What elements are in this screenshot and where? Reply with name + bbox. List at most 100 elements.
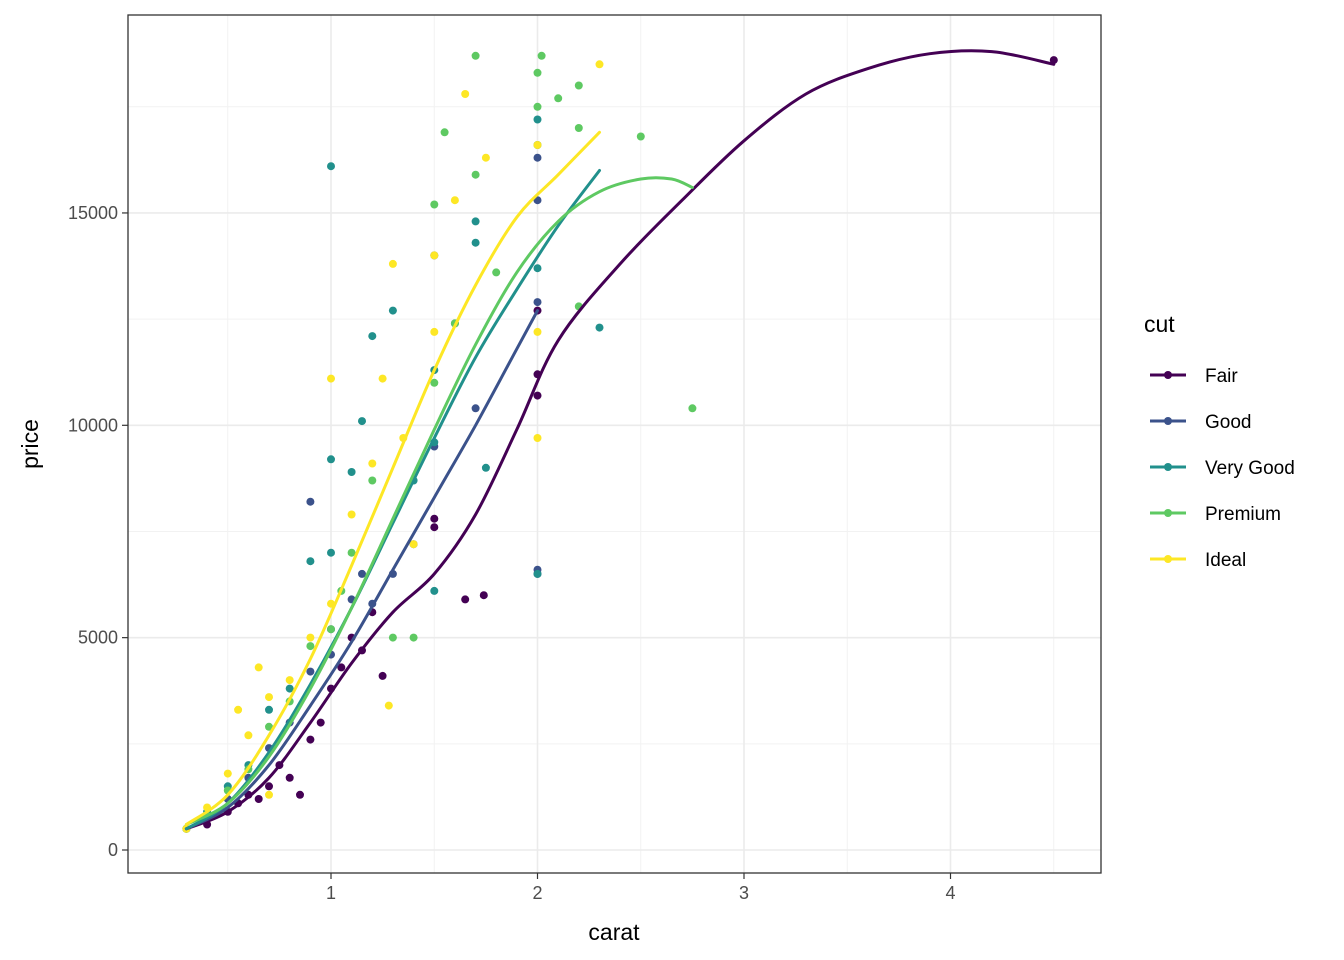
data-point-premium [533,68,542,77]
data-point-ideal [347,510,356,519]
data-point-fair [461,595,470,604]
data-point-fair [479,591,488,600]
plot-panel-background [128,15,1101,873]
plot-panel-border [127,14,1102,874]
data-point-premium [554,94,563,103]
data-point-premium [265,722,273,731]
data-point-very-good [533,115,542,124]
trend-line-ideal [184,130,601,826]
data-point-ideal [595,60,604,69]
y-tick-label: 0 [108,840,118,860]
data-point-ideal [378,374,387,383]
data-point-fair [337,663,346,672]
data-point-premium [471,170,480,179]
data-point-good [471,404,480,413]
data-point-ideal [450,196,459,205]
data-point-ideal [234,705,243,714]
data-point-ideal [388,259,397,268]
legend-key-point-ideal [1164,555,1172,563]
data-point-fair [430,514,439,523]
data-point-premium [636,132,645,141]
data-point-good [533,153,542,162]
data-point-premium [368,476,377,485]
y-axis-title: price [17,419,43,469]
data-point-ideal [430,251,439,260]
legend-key-point-fair [1164,371,1172,379]
legend-title: cut [1144,311,1175,337]
data-point-ideal [265,693,273,702]
data-point-premium [537,51,546,60]
data-point-very-good [265,705,273,714]
legend-key-point-very-good [1164,463,1172,471]
data-point-premium [533,102,542,111]
data-point-fair [533,391,542,400]
data-point-good [533,298,542,307]
data-point-ideal [306,633,315,642]
y-tick-label: 5000 [78,628,118,648]
data-point-good [358,569,366,578]
legend-label-fair: Fair [1205,366,1238,387]
data-point-very-good [533,569,542,578]
data-point-premium [430,200,439,209]
data-point-ideal [430,327,439,336]
data-point-ideal [481,153,490,162]
data-point-fair [285,773,294,782]
x-axis-title: carat [588,919,640,945]
data-point-ideal [254,663,263,672]
data-point-premium [388,633,397,642]
data-point-very-good [285,684,294,693]
data-point-ideal [244,731,253,740]
x-tick-label: 4 [945,883,955,903]
data-point-ideal [368,459,377,468]
data-point-very-good [327,162,335,171]
trend-lines [184,49,1056,831]
trend-line-fair [184,49,1056,831]
trend-line-premium [184,176,694,826]
data-point-premium [327,625,335,634]
data-point-very-good [388,306,397,315]
y-tick-label: 15000 [68,203,118,223]
legend-items: Fair Good Very Good Premium Ideal [1150,366,1295,571]
data-point-ideal [223,769,232,778]
trend-line-very-good [184,169,601,831]
data-point-very-good [327,455,335,464]
data-point-premium [574,124,583,132]
data-point-very-good [595,323,604,332]
data-point-premium [574,81,583,90]
x-tick-label: 1 [326,883,336,903]
legend-label-premium: Premium [1205,504,1281,525]
data-point-ideal [409,540,418,549]
grid-lines [128,15,1101,873]
data-point-very-good [347,468,356,476]
data-point-fair [316,718,325,727]
data-point-very-good [358,417,366,426]
data-point-premium [492,268,501,277]
legend-label-good: Good [1205,412,1251,433]
legend: cut Fair Good Very Good Premium Ideal [1144,311,1295,571]
data-point-fair [430,523,439,532]
data-point-very-good [471,217,480,226]
data-point-premium [440,128,449,137]
data-point-very-good [471,238,480,247]
data-point-premium [688,404,697,413]
trend-line-good [184,309,539,831]
data-point-fair [306,735,315,744]
legend-label-ideal: Ideal [1205,550,1246,571]
legend-key-point-premium [1164,509,1172,517]
data-point-ideal [384,701,393,710]
data-point-premium [409,633,418,642]
data-point-premium [306,642,315,651]
data-point-fair [254,795,263,803]
data-point-fair [296,790,304,799]
data-point-premium [471,51,480,60]
data-point-ideal [533,434,542,442]
data-point-very-good [327,548,335,557]
data-point-ideal [461,90,470,98]
data-point-ideal [533,327,542,336]
data-point-premium [430,378,439,387]
y-tick-label: 10000 [68,415,118,435]
data-point-fair [1049,56,1058,65]
data-point-good [306,667,315,676]
data-point-ideal [327,374,335,383]
